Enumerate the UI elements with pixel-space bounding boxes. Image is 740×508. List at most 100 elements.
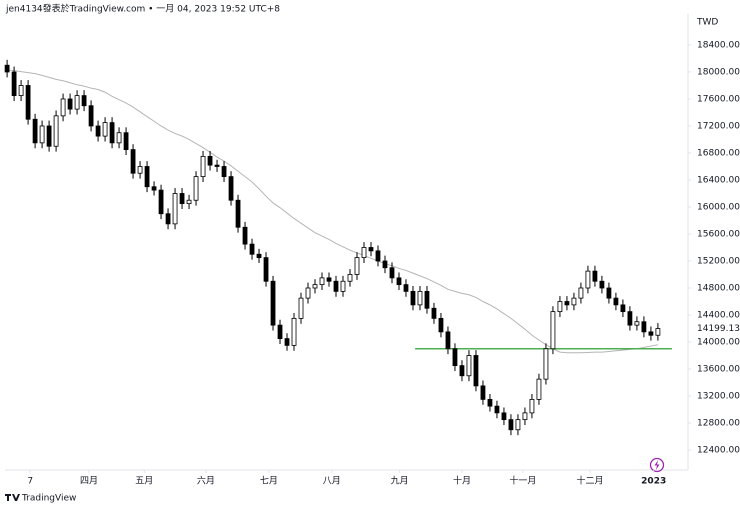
candle-body: [32, 118, 38, 144]
candle-body: [340, 280, 346, 292]
icon-circle[interactable]: [649, 457, 665, 473]
candle: [60, 93, 66, 122]
x-tick-label: 八月: [323, 476, 341, 487]
candle-body: [116, 132, 122, 144]
candle: [634, 316, 640, 331]
candle: [459, 360, 465, 382]
candle: [473, 350, 479, 392]
candle-body: [480, 385, 486, 400]
candle: [382, 255, 388, 274]
candle: [333, 275, 339, 297]
candle-body: [564, 301, 570, 306]
candle: [438, 312, 444, 338]
y-tick-label: 15200.00: [697, 256, 740, 266]
candle-body: [403, 284, 409, 292]
flash-icon[interactable]: [649, 457, 665, 473]
candle: [410, 285, 416, 311]
candle: [326, 272, 332, 287]
candle-body: [648, 331, 654, 336]
x-tick-label: 7: [27, 477, 33, 487]
candle-body: [333, 280, 339, 292]
plot-area: [4, 59, 672, 436]
y-tick-label: 18000.00: [697, 67, 740, 77]
last-price-label: 14199.13: [697, 324, 740, 334]
x-tick-label: 2023: [641, 477, 666, 487]
candle-body: [319, 277, 325, 286]
candle-body: [109, 122, 115, 144]
candle-body: [263, 257, 269, 282]
header: jen4134發表於TradingView.com • 一月 04, 2023 …: [5, 3, 280, 15]
candle-body: [396, 277, 402, 286]
candle-body: [4, 64, 10, 73]
candle: [599, 275, 605, 294]
candle: [543, 343, 549, 385]
candle: [298, 292, 304, 324]
candle-body: [270, 280, 276, 326]
y-tick-label: 16400.00: [697, 175, 740, 185]
candle-body: [368, 247, 374, 252]
logo-mark: [5, 494, 20, 501]
candle-body: [557, 301, 563, 313]
candle-body: [417, 290, 423, 306]
candle: [641, 316, 647, 338]
candle-body: [382, 260, 388, 269]
candle-body: [543, 348, 549, 380]
candle: [613, 292, 619, 311]
candle-body: [221, 166, 227, 178]
candle: [4, 59, 10, 78]
y-tick-label: 14400.00: [697, 311, 740, 321]
candle: [620, 299, 626, 318]
y-tick-label: 16800.00: [697, 148, 740, 158]
candle-body: [501, 412, 507, 421]
candle: [88, 100, 94, 132]
candle: [515, 414, 521, 436]
y-tick-label: 14800.00: [697, 283, 740, 293]
candle-body: [11, 71, 17, 97]
candle-body: [228, 176, 234, 201]
candle: [606, 282, 612, 304]
candle-body: [144, 166, 150, 188]
candle-body: [74, 95, 80, 110]
candle-body: [361, 247, 367, 259]
candle: [564, 296, 570, 311]
candle-body: [641, 321, 647, 333]
last-price-box: [692, 322, 738, 335]
candle: [557, 296, 563, 318]
candle: [389, 262, 395, 284]
candle-body: [599, 280, 605, 289]
candle-body: [200, 155, 206, 178]
x-tick-label: 五月: [135, 476, 153, 487]
candle: [46, 120, 52, 152]
candle: [627, 306, 633, 331]
candle-body: [67, 98, 73, 110]
candle-body: [130, 149, 136, 174]
y-tick-label: 17600.00: [697, 94, 740, 104]
candle: [277, 319, 283, 345]
candle-body: [256, 253, 262, 259]
candle: [235, 194, 241, 233]
brand-logo: TradingView: [5, 494, 76, 504]
candle: [109, 117, 115, 149]
candle: [536, 373, 542, 405]
candle: [529, 393, 535, 419]
candle-body: [606, 287, 612, 299]
candle-body: [249, 243, 255, 255]
candle-body: [186, 199, 192, 205]
y-tick-label: 14000.00: [697, 338, 740, 348]
icon-bolt[interactable]: [654, 460, 660, 470]
candle: [487, 393, 493, 412]
candle: [18, 80, 24, 102]
candle: [445, 326, 451, 355]
candle: [340, 275, 346, 297]
candle: [172, 188, 178, 230]
candle-body: [312, 284, 318, 289]
candle: [116, 127, 122, 149]
candle-body: [81, 95, 87, 107]
candle-body: [438, 317, 444, 333]
candle-body: [620, 304, 626, 313]
y-tick-label: 13200.00: [697, 392, 740, 402]
candle: [571, 292, 577, 311]
candle-body: [634, 321, 640, 326]
candle: [32, 113, 38, 149]
